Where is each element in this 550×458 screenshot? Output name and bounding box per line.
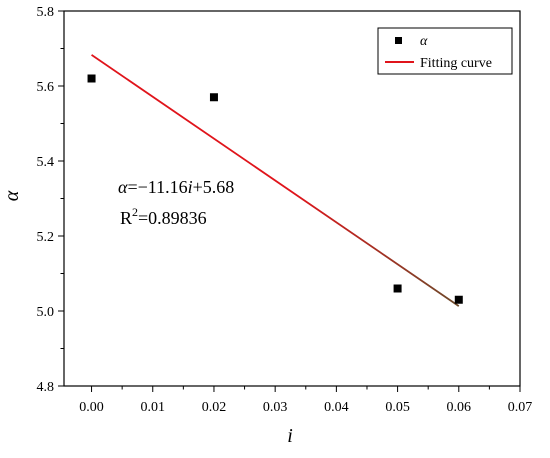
x-tick-label: 0.06 [447, 400, 472, 415]
y-tick-label: 5.6 [37, 80, 55, 95]
equation-var: i [188, 177, 193, 197]
data-point [454, 295, 463, 304]
y-tick-label: 5.2 [37, 230, 55, 245]
r2-base: R [120, 208, 132, 228]
x-axis-label: i [287, 425, 293, 447]
x-tick-label: 0.07 [508, 400, 533, 415]
r2-sup: 2 [132, 205, 138, 219]
equation-annotation: α=−11.16i+5.68 [118, 177, 234, 197]
r2-annotation: R2=0.89836 [120, 205, 207, 228]
x-tick-label: 0.02 [202, 400, 227, 415]
equation-coef: =−11.16 [127, 177, 187, 197]
legend-label-fit: Fitting curve [420, 56, 492, 71]
r2-value: =0.89836 [138, 208, 207, 228]
legend-label-points: α [420, 34, 428, 49]
data-points [87, 74, 463, 304]
y-tick-label: 5.4 [37, 155, 55, 170]
y-tick-label: 5.8 [37, 5, 55, 20]
equation-intercept: +5.68 [193, 177, 235, 197]
fit-line-layer [91, 54, 460, 307]
x-tick-label: 0.04 [324, 400, 349, 415]
data-point [87, 74, 96, 83]
axis-ticks: 0.00 0.01 0.02 0.03 0.04 0.05 0.06 0.07 4.8 5.0 5.… [37, 5, 533, 415]
x-tick-label: 0.05 [385, 400, 410, 415]
legend-square-marker [395, 37, 402, 44]
data-point [209, 93, 218, 102]
y-axis-label: α [1, 190, 23, 201]
y-tick-label: 5.0 [37, 305, 55, 320]
data-point [393, 284, 402, 293]
x-tick-label: 0.00 [79, 400, 104, 415]
x-tick-label: 0.01 [141, 400, 166, 415]
legend-box [377, 27, 513, 75]
fitting-curve-line [91, 54, 460, 307]
legend: α Fitting curve [377, 27, 513, 75]
y-tick-label: 4.8 [37, 380, 55, 395]
equation-lhs: α [118, 177, 128, 197]
x-tick-label: 0.03 [263, 400, 288, 415]
